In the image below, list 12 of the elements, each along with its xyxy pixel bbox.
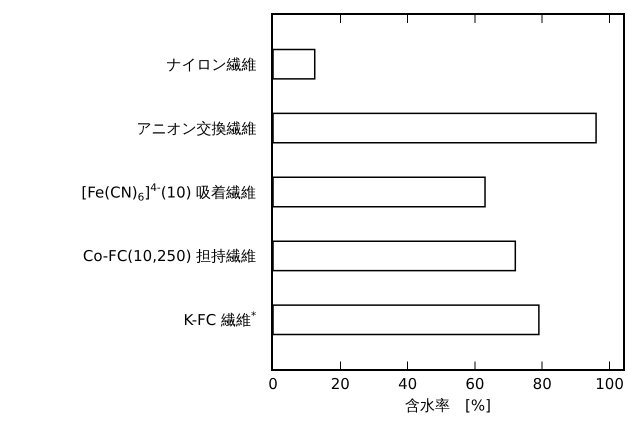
x-axis-title: 含水率 [%] bbox=[405, 396, 491, 414]
x-tick-label: 80 bbox=[532, 374, 552, 393]
x-tick-label: 60 bbox=[465, 374, 484, 393]
x-tick-label: 40 bbox=[398, 374, 418, 393]
x-tick-label: 100 bbox=[595, 374, 624, 393]
y-tick-label: アニオン交換繊維 bbox=[136, 119, 256, 138]
y-tick-label: [Fe(CN)$_{6}$]$^{4-}$(10) 吸着繊維 bbox=[81, 182, 256, 204]
y-tick-label: Co-FC(10,250) 担持繊維 bbox=[82, 247, 256, 266]
y-tick-label: ナイロン繊維 bbox=[166, 55, 256, 74]
x-tick-label: 0 bbox=[268, 374, 278, 393]
x-tick-label: 20 bbox=[330, 374, 350, 393]
y-tick-label: K-FC 繊維$^{*}$ bbox=[183, 310, 256, 330]
